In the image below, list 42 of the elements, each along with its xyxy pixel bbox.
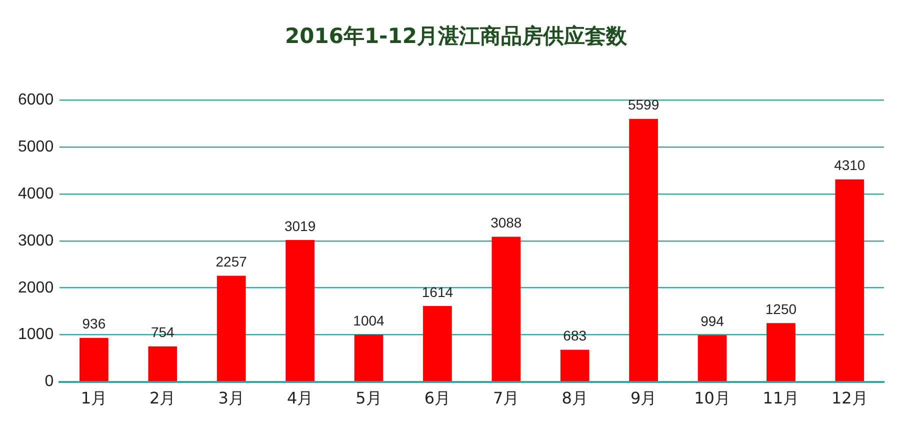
x-tick-label: 6月 <box>424 388 451 408</box>
x-tick-label: 2月 <box>150 388 176 408</box>
bar <box>492 236 521 382</box>
x-tick-label: 10月 <box>694 388 730 408</box>
data-label: 3088 <box>490 214 522 231</box>
y-tick-label: 6000 <box>18 91 54 108</box>
bar <box>286 240 314 382</box>
data-label: 1614 <box>422 284 454 300</box>
y-tick-label: 3000 <box>18 232 54 250</box>
x-tick-label: 5月 <box>356 388 382 408</box>
bar <box>698 335 727 382</box>
bar <box>835 179 864 382</box>
x-tick-label: 8月 <box>562 388 588 408</box>
y-tick-label: 2000 <box>18 279 54 296</box>
y-tick-label: 5000 <box>18 138 54 156</box>
data-label: 2257 <box>216 254 248 270</box>
data-label: 3019 <box>284 218 316 234</box>
bar <box>423 306 452 382</box>
data-label: 1004 <box>353 312 385 329</box>
x-tick-label: 7月 <box>493 388 520 408</box>
data-label: 936 <box>82 316 106 332</box>
x-tick-label: 12月 <box>831 388 868 408</box>
x-tick-label: 1月 <box>80 388 108 408</box>
bar <box>560 350 590 382</box>
x-tick-label: 3月 <box>218 388 244 408</box>
x-tick-label: 4月 <box>286 388 314 408</box>
data-label: 5599 <box>628 96 660 113</box>
bar <box>629 118 658 382</box>
x-tick-label: 11月 <box>762 388 800 408</box>
bar <box>148 346 178 382</box>
bar <box>216 276 246 382</box>
bar <box>80 338 108 382</box>
chart-title: 2016年1-12月湛江商品房供应套数 <box>284 23 628 50</box>
bar <box>766 323 796 382</box>
data-label: 1250 <box>765 300 797 317</box>
x-tick-label: 9月 <box>630 388 657 408</box>
data-label: 4310 <box>834 157 866 174</box>
bar <box>354 334 384 382</box>
y-tick-label: 1000 <box>18 326 54 344</box>
data-label: 994 <box>700 312 724 329</box>
y-tick-label: 0 <box>44 373 54 390</box>
y-tick-label: 4000 <box>18 185 54 202</box>
